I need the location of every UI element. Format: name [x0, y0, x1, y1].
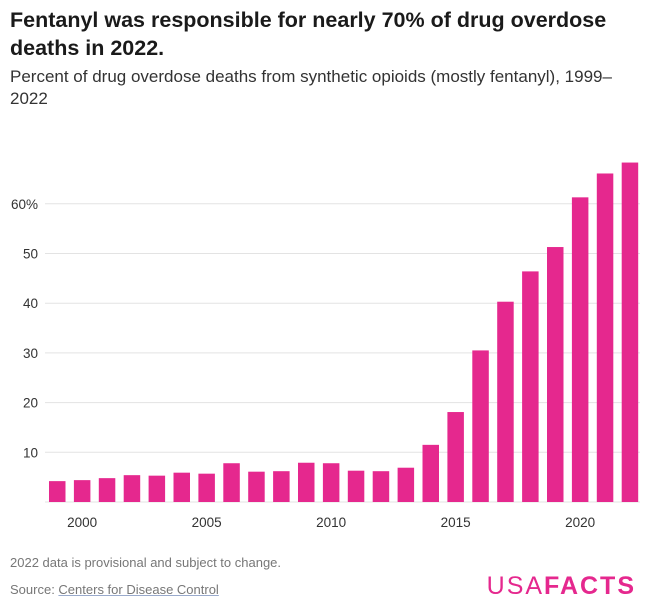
bar-2012 [372, 471, 390, 502]
bar-2008 [273, 471, 290, 502]
chart-title: Fentanyl was responsible for nearly 70% … [10, 8, 607, 60]
bar-2020 [571, 197, 589, 503]
logo-facts: FACTS [544, 572, 636, 600]
x-tick-label: 2000 [67, 515, 97, 530]
y-tick-label: 60% [11, 197, 38, 212]
chart-subtitle: Percent of drug overdose deaths from syn… [10, 67, 612, 108]
source-link[interactable]: Centers for Disease Control [58, 582, 219, 597]
y-tick-label: 30 [23, 346, 38, 361]
source-label: Source: [10, 582, 59, 597]
y-tick-label: 20 [23, 396, 38, 411]
usafacts-logo: USAFACTS [487, 572, 636, 601]
bar-2019 [547, 247, 564, 502]
bar-2001 [98, 478, 116, 502]
bar-2010 [322, 463, 340, 502]
logo-usa: USA [486, 572, 545, 600]
x-tick-label: 2005 [192, 515, 222, 530]
bar-2014 [422, 444, 439, 502]
bar-2022 [621, 162, 639, 502]
bar-2015 [447, 412, 464, 502]
bar-2013 [397, 467, 415, 502]
bar-2005 [198, 473, 215, 502]
bar-2006 [223, 463, 240, 502]
bar-2017 [497, 301, 514, 502]
bar-2021 [596, 173, 614, 502]
bar-2003 [148, 475, 166, 502]
x-tick-label: 2015 [441, 515, 471, 530]
x-tick-label: 2020 [565, 515, 595, 530]
source-line: Source: Centers for Disease Control [10, 582, 219, 597]
bar-2009 [298, 462, 315, 502]
y-tick-label: 50 [23, 247, 38, 262]
bar-2000 [73, 480, 91, 502]
y-tick-label: 40 [23, 296, 38, 311]
bar-2011 [347, 470, 365, 502]
bar-2007 [248, 471, 265, 502]
bar-2004 [173, 472, 190, 502]
x-tick-label: 2010 [316, 515, 346, 530]
y-tick-label: 10 [23, 445, 38, 460]
footnote: 2022 data is provisional and subject to … [10, 555, 282, 570]
bar-2016 [472, 350, 489, 502]
bar-2018 [522, 271, 539, 502]
bar-1999 [49, 481, 66, 502]
bar-2002 [123, 475, 141, 502]
